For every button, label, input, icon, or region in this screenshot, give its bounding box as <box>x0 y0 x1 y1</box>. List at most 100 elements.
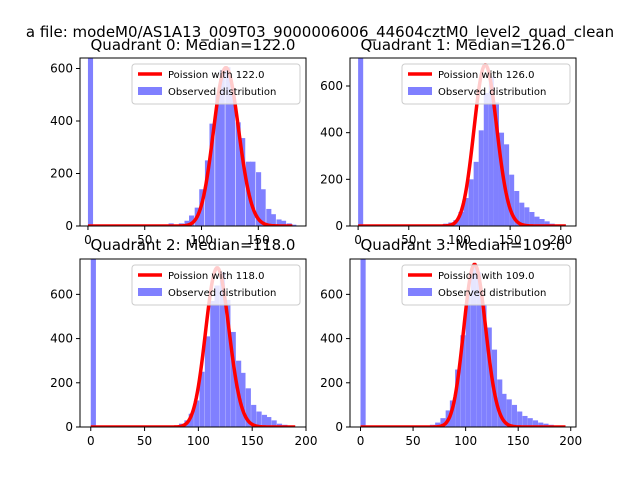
histogram-bar <box>539 219 545 226</box>
histogram-bar <box>189 215 195 226</box>
y-tick-label: 600 <box>320 79 343 93</box>
legend-box <box>131 63 301 105</box>
legend-bar-swatch <box>138 87 162 95</box>
subplot-title: Quadrant 1: Median=126.0 <box>361 36 566 54</box>
histogram-bar <box>486 327 492 427</box>
histogram-bar <box>256 411 262 427</box>
histogram-bar <box>460 335 466 427</box>
histogram-bar <box>204 160 211 226</box>
histogram-bar <box>214 285 220 427</box>
histogram-bar <box>235 122 241 226</box>
legend-label: Observed distribution <box>438 288 546 299</box>
legend-bar-swatch <box>408 87 432 95</box>
axes-frame <box>79 258 307 428</box>
histogram-bar <box>511 404 518 427</box>
histogram-bar <box>240 372 246 427</box>
y-tick-label: 400 <box>320 332 343 346</box>
axes-frame <box>349 258 577 428</box>
histogram-bar <box>483 93 489 226</box>
y-tick-label: 400 <box>50 332 73 346</box>
y-tick-label: 400 <box>320 126 343 140</box>
histogram-bar <box>522 415 528 427</box>
legend-label: Poission with 126.0 <box>438 70 534 81</box>
y-tick-label: 0 <box>335 219 343 233</box>
x-tick-label: 50 <box>137 233 152 247</box>
histogram-bar <box>527 418 533 427</box>
legend: Poission with 118.0 Observed distribution <box>131 264 301 306</box>
histogram-bar <box>481 304 487 427</box>
histogram-bar <box>245 388 251 427</box>
legend-box <box>131 264 301 306</box>
histogram-bar <box>360 259 366 427</box>
x-tick-label: 200 <box>549 233 572 247</box>
histogram-bar <box>230 331 236 427</box>
x-tick-label: 150 <box>247 233 270 247</box>
histogram-bar <box>184 220 190 226</box>
x-tick-label: 100 <box>448 233 471 247</box>
legend: Poission with 122.0 Observed distribution <box>131 63 301 105</box>
y-tick-label: 0 <box>335 420 343 434</box>
x-tick-label: 150 <box>241 434 264 448</box>
histogram-bar <box>270 214 276 226</box>
histogram-bar <box>215 94 221 226</box>
y-tick-label: 600 <box>50 287 73 301</box>
y-tick-label: 0 <box>65 219 73 233</box>
legend-label: Poission with 122.0 <box>168 70 264 81</box>
histogram-bar <box>440 418 446 427</box>
histogram-bar <box>260 189 266 226</box>
histogram-bar <box>514 191 520 226</box>
histogram-bar <box>534 216 540 226</box>
histogram-bar <box>501 393 507 427</box>
histogram-bar <box>519 202 525 226</box>
histogram-bar <box>209 123 215 226</box>
histogram-bar <box>465 294 471 427</box>
histogram-bar <box>90 259 96 427</box>
legend-bar-swatch <box>138 288 162 296</box>
histogram-bar <box>493 102 499 226</box>
histogram-bar <box>199 371 205 427</box>
legend-bar-swatch <box>408 288 432 296</box>
x-tick-label: 200 <box>295 434 318 448</box>
legend-label: Observed distribution <box>168 288 276 299</box>
histogram-bar <box>251 404 257 427</box>
histogram-bar <box>529 212 535 226</box>
x-tick-label: 100 <box>187 434 210 448</box>
histogram-bar <box>435 422 441 427</box>
histogram-bar <box>524 207 530 226</box>
histogram-bar <box>291 224 297 226</box>
x-tick-label: 100 <box>454 434 477 448</box>
y-tick-label: 400 <box>50 114 73 128</box>
histogram-bar <box>498 132 505 226</box>
histogram-bar <box>261 414 268 427</box>
legend: Poission with 126.0 Observed distribution <box>401 63 571 105</box>
subplot-quadrant-1: Quadrant 1: Median=126.0 0 50 100 150 200 0 20… <box>320 36 577 247</box>
x-tick-label: 50 <box>137 434 152 448</box>
legend-label: Poission with 109.0 <box>438 271 534 282</box>
histogram-bar <box>276 219 282 226</box>
histogram-bar <box>538 422 544 427</box>
x-tick-label: 100 <box>190 233 213 247</box>
histogram-bar <box>266 208 272 226</box>
subplot-title: Quadrant 3: Median=109.0 <box>361 236 566 254</box>
histogram-bar <box>87 58 94 226</box>
legend-label: Observed distribution <box>438 87 546 98</box>
x-tick-label: 50 <box>401 233 416 247</box>
histogram-bar <box>266 417 272 427</box>
histogram-bar <box>256 172 262 226</box>
x-tick-label: 200 <box>559 434 582 448</box>
legend-label: Poission with 118.0 <box>168 271 264 282</box>
subplot-quadrant-0: Quadrant 0: Median=122.0 0 50 100 150 0 200 40… <box>50 36 307 247</box>
histogram-bar <box>544 221 550 226</box>
axes-frame <box>349 57 577 227</box>
figure-suptitle: a file: modeM0/AS1A13_009T03_9000006006_… <box>26 23 614 42</box>
x-tick-label: 0 <box>357 434 365 448</box>
subplot-quadrant-3: Quadrant 3: Median=109.0 0 50 100 150 200 0 20… <box>320 236 582 448</box>
histogram-bar <box>463 198 469 226</box>
histogram-bar <box>455 369 461 427</box>
x-tick-label: 50 <box>405 434 420 448</box>
poisson-curve <box>359 262 567 427</box>
histogram-bar <box>476 272 482 427</box>
x-tick-label: 150 <box>499 233 522 247</box>
histogram-bar <box>358 58 364 226</box>
